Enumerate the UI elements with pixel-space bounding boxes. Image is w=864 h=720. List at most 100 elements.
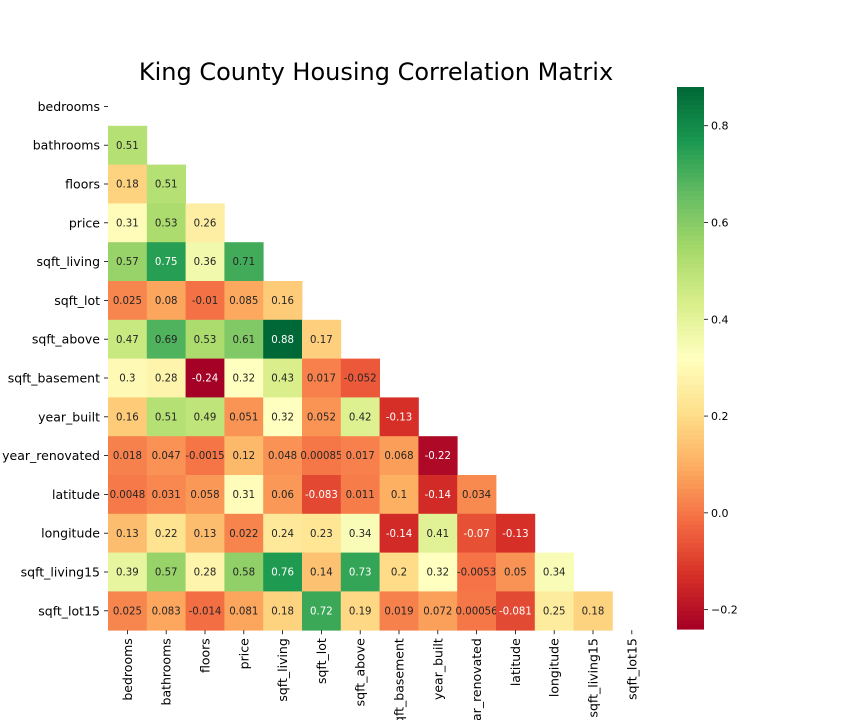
heatmap-cell (340, 397, 380, 437)
colorbar-segment (677, 335, 704, 341)
heatmap-cell (263, 397, 303, 437)
heatmap-cell (224, 552, 264, 592)
cell-value-label: 0.32 (271, 412, 294, 423)
cell-value-label: 0.3 (119, 374, 135, 385)
heatmap-cell (108, 552, 148, 592)
column-tick-label: sqft_lot (314, 638, 329, 684)
heatmap-cell (224, 436, 264, 476)
cell-value-label: 0.75 (155, 257, 178, 268)
cell-value-label: 0.13 (194, 529, 217, 540)
heatmap-cell (146, 242, 186, 282)
colorbar-segment (677, 317, 704, 323)
heatmap-cell (379, 436, 419, 476)
heatmap-cell (146, 397, 186, 437)
colorbar-segment (677, 538, 704, 544)
row-tick-label: sqft_lot (54, 293, 100, 308)
colorbar-segment (677, 385, 704, 391)
colorbar-segment (677, 186, 704, 192)
colorbar-segment (677, 263, 704, 269)
cell-value-label: 0.31 (232, 490, 255, 501)
colorbar-segment (677, 267, 704, 273)
colorbar-segment (677, 470, 704, 477)
colorbar-segment (677, 403, 704, 409)
colorbar-segment (677, 181, 704, 187)
colorbar-segment (677, 344, 704, 350)
colorbar-segment (677, 507, 704, 513)
cell-value-label: 0.022 (229, 529, 258, 540)
cell-value-label: 0.39 (116, 568, 139, 579)
heatmap-cell (108, 203, 148, 243)
heatmap-cell (146, 552, 186, 592)
colorbar-segment (677, 276, 704, 282)
colorbar-segment (677, 330, 704, 337)
heatmap-cell (224, 281, 264, 321)
colorbar-segment (677, 371, 704, 377)
colorbar-segment (677, 452, 704, 458)
colorbar-segment (677, 547, 704, 553)
cell-value-label: 0.14 (310, 568, 333, 579)
cell-value-label: -0.13 (386, 412, 412, 423)
heatmap-cell (302, 591, 342, 631)
cell-value-label: -0.14 (386, 529, 412, 540)
heatmap-cell (418, 436, 458, 476)
colorbar-segment (677, 529, 704, 535)
heatmap-cell (418, 552, 458, 592)
cell-value-label: 0.017 (346, 451, 375, 462)
colorbar-segment (677, 353, 704, 359)
heatmap-cell (496, 552, 536, 592)
cell-value-label: 0.88 (271, 335, 294, 346)
colorbar-segment (677, 583, 704, 589)
cell-value-label: -0.07 (463, 529, 489, 540)
colorbar-segment (677, 466, 704, 472)
heatmap-cell (224, 475, 264, 515)
colorbar-segment (677, 565, 704, 571)
heatmap-cell (418, 591, 458, 631)
colorbar-segment (677, 412, 704, 418)
heatmap-cell (418, 475, 458, 515)
colorbar-segment (677, 127, 704, 133)
cell-value-label: 0.57 (116, 257, 139, 268)
colorbar-segment (677, 172, 704, 178)
colorbar-segment (677, 416, 704, 422)
heatmap-cell (146, 319, 186, 359)
cell-value-label: 0.13 (116, 529, 139, 540)
column-tick-label: floors (198, 638, 213, 673)
cell-value-label: 0.18 (271, 606, 294, 617)
colorbar-segment (677, 222, 704, 228)
heatmap-cell (340, 475, 380, 515)
colorbar-segment (677, 556, 704, 562)
cell-value-label: 0.031 (152, 490, 181, 501)
row-tick-label: bedrooms (38, 99, 100, 114)
heatmap-cell (263, 319, 303, 359)
row-tick-label: sqft_living15 (21, 565, 100, 580)
colorbar-segment (677, 141, 704, 147)
colorbar-segment (677, 475, 704, 481)
colorbar-segment (677, 439, 704, 445)
cell-value-label: 0.71 (232, 257, 255, 268)
column-tick-label: price (236, 638, 251, 669)
cell-value-label: 0.51 (155, 412, 178, 423)
colorbar-segment (677, 592, 704, 598)
heatmap-cell (302, 475, 342, 515)
column-tick-label: sqft_living15 (586, 638, 601, 717)
heatmap-cell (379, 552, 419, 592)
row-tick-label: price (69, 215, 100, 230)
heatmap-cell (185, 203, 225, 243)
colorbar-segment (677, 136, 704, 142)
cell-value-label: 0.53 (155, 218, 178, 229)
heatmap-cell (108, 125, 148, 165)
colorbar-segment (677, 574, 704, 580)
cell-value-label: 0.51 (155, 180, 178, 191)
colorbar: 0.8 0.6 0.4 0.2 0.0 −0.2 (677, 87, 738, 630)
heatmap-cell (496, 591, 536, 631)
cell-value-label: 0.18 (582, 606, 605, 617)
colorbar-tick-label: 0.0 (711, 507, 729, 520)
heatmap-cell (146, 436, 186, 476)
heatmap-cell (496, 513, 536, 553)
colorbar-segment (677, 123, 704, 129)
cell-value-label: -0.01 (192, 296, 218, 307)
colorbar-segment (677, 502, 704, 508)
cell-value-label: 0.22 (155, 529, 178, 540)
heatmap-cell (146, 358, 186, 398)
colorbar-segment (677, 448, 704, 454)
